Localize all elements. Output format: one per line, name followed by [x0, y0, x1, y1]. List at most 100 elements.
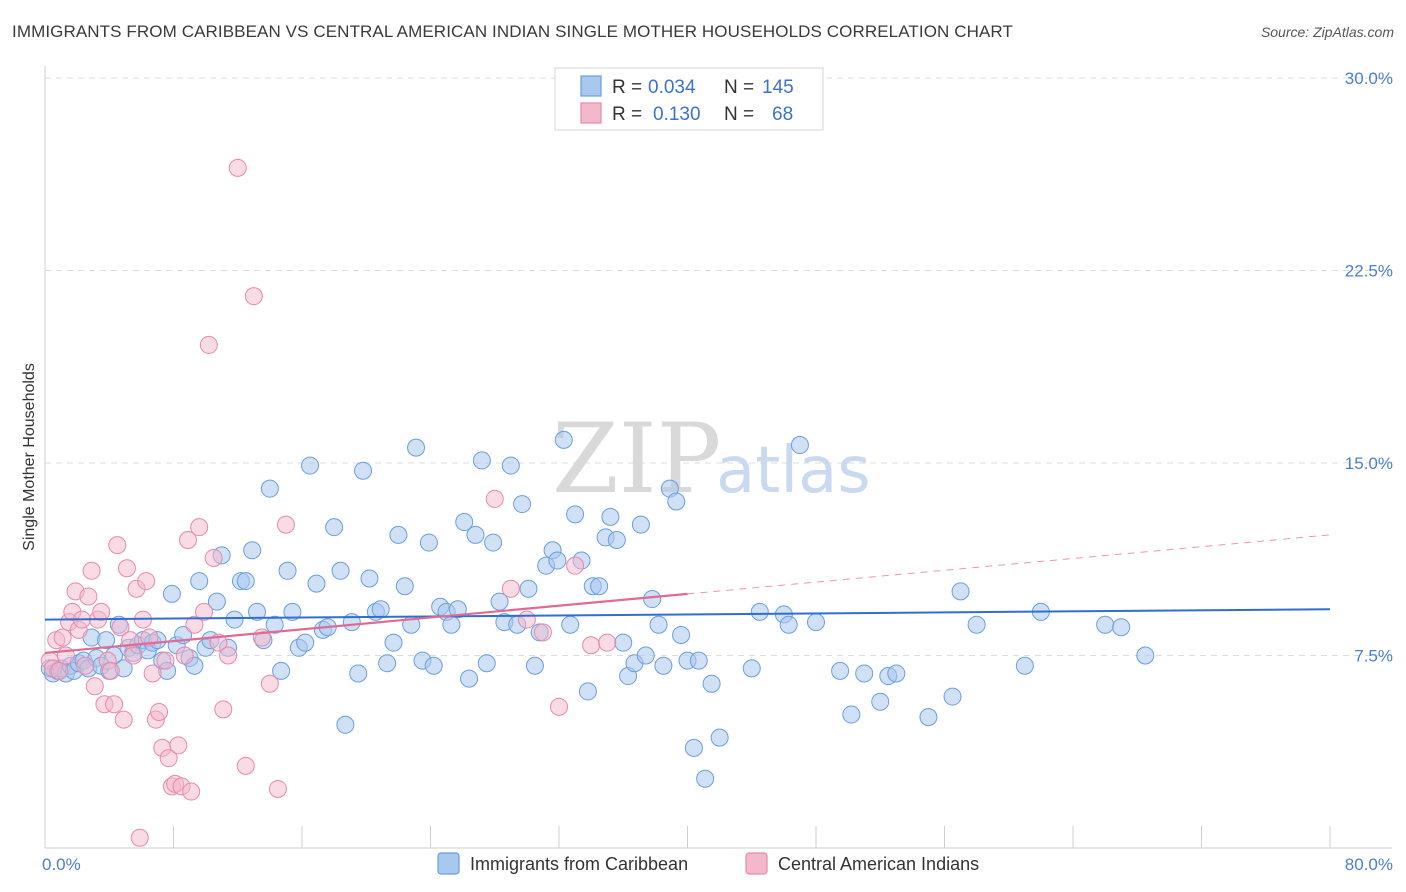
caribbean-point [578, 682, 597, 701]
caribbean-point [336, 715, 355, 734]
central-american-point [124, 646, 143, 665]
caribbean-point [887, 664, 906, 683]
caribbean-point [455, 513, 474, 532]
stats-swatch-blue [580, 75, 602, 97]
caribbean-point [566, 505, 585, 524]
caribbean-point [389, 525, 408, 544]
caribbean-point [590, 577, 609, 596]
central-american-point [130, 828, 149, 847]
caribbean-point [307, 574, 326, 593]
central-american-point [53, 628, 72, 647]
central-american-point [268, 779, 287, 798]
legend-swatch-blue [437, 852, 460, 875]
chart-title: IMMIGRANTS FROM CARIBBEAN VS CENTRAL AME… [12, 22, 1013, 41]
caribbean-point [554, 430, 573, 449]
stats-n-value-pink: 68 [772, 104, 793, 125]
y-tick-label: 15.0% [1345, 454, 1393, 473]
caribbean-point [667, 492, 686, 511]
caribbean-point [272, 661, 291, 680]
stats-r-value-pink: 0.130 [653, 104, 701, 125]
caribbean-point [790, 436, 809, 455]
central-american-point [169, 736, 188, 755]
caribbean-point [484, 533, 503, 552]
central-american-point [101, 661, 120, 680]
y-tick-label: 22.5% [1345, 262, 1393, 281]
caribbean-point [395, 577, 414, 596]
x-tick-label: 80.0% [1345, 855, 1393, 874]
central-american-point [50, 661, 69, 680]
y-tick-label: 7.5% [1354, 647, 1393, 666]
caribbean-point [742, 659, 761, 678]
caribbean-point [919, 708, 938, 727]
caribbean-point [702, 674, 721, 693]
caribbean-point [331, 561, 350, 580]
central-american-point [105, 695, 124, 714]
caribbean-point [243, 541, 262, 560]
caribbean-point [871, 692, 890, 711]
watermark-zip: ZIP [552, 403, 721, 515]
caribbean-point [460, 669, 479, 688]
central-american-point [566, 556, 585, 575]
caribbean-point [477, 654, 496, 673]
central-american-point [143, 664, 162, 683]
central-american-point [199, 335, 218, 354]
central-american-point [533, 623, 552, 642]
stats-n-value-blue: 145 [762, 77, 794, 98]
grid-lines [45, 77, 1392, 656]
stats-n-label-pink: N = [724, 104, 754, 125]
central-american-point [175, 646, 194, 665]
stats-box: R = 0.034 N = 145 R = 0.130 N = 68 [554, 67, 824, 131]
central-american-point [92, 602, 111, 621]
caribbean-point [561, 615, 580, 634]
caribbean-point [519, 579, 538, 598]
central-american-point [140, 628, 159, 647]
central-american-point [244, 287, 263, 306]
caribbean-point [943, 687, 962, 706]
central-american-point [137, 572, 156, 591]
watermark: ZIP atlas [552, 403, 871, 515]
central-american-point [150, 702, 169, 721]
caribbean-point [807, 613, 825, 632]
trend-lines [44, 534, 1331, 655]
caribbean-point [190, 572, 209, 591]
caribbean-point [349, 664, 368, 683]
source-label: Source: ZipAtlas.com [1260, 24, 1394, 40]
axes [44, 66, 1392, 849]
central-american-point [276, 515, 295, 534]
central-american-point [85, 677, 104, 696]
caribbean-point [684, 738, 703, 757]
caribbean-point [472, 451, 491, 470]
caribbean-point [779, 615, 798, 634]
caribbean-point [643, 590, 662, 609]
central-american-point [114, 710, 133, 729]
caribbean-point [1015, 656, 1034, 675]
caribbean-point [248, 602, 267, 621]
caribbean-point [614, 633, 633, 652]
legend-swatch-pink [745, 852, 768, 875]
legend-label-central-american: Central American Indians [778, 854, 979, 874]
central-american-point [501, 579, 520, 598]
central-american-point [214, 700, 233, 719]
caribbean-point [1136, 646, 1155, 665]
central-american-point [76, 656, 95, 675]
caribbean-point [607, 531, 626, 549]
central-american-point [598, 633, 617, 652]
caribbean-point [654, 656, 673, 675]
central-american-point [236, 756, 255, 775]
caribbean-point [631, 515, 650, 534]
caribbean-point [649, 615, 668, 634]
x-tick-label: 0.0% [42, 855, 81, 874]
central-american-point [182, 782, 201, 801]
caribbean-point [548, 551, 567, 570]
x-tick-labels: 0.0% 80.0% [42, 855, 1393, 874]
central-american-trend-extension [687, 534, 1331, 595]
stats-n-label-blue: N = [724, 77, 754, 98]
caribbean-point [513, 495, 532, 514]
y-tick-label: 30.0% [1345, 69, 1393, 88]
y-tick-labels: 7.5% 15.0% 22.5% 30.0% [1345, 69, 1393, 666]
central-american-point [582, 636, 601, 655]
stats-r-value-blue: 0.034 [648, 77, 696, 98]
caribbean-point [842, 705, 861, 724]
central-american-point [195, 602, 214, 621]
